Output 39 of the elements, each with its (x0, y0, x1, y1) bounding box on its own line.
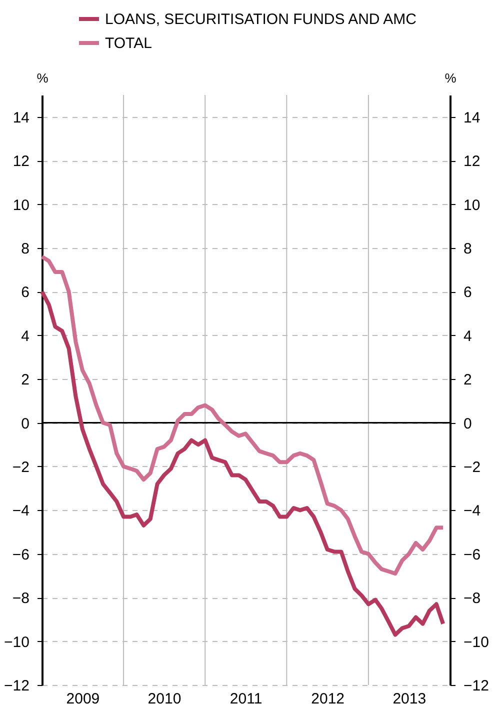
y-tick-label: 8 (21, 240, 30, 258)
y-tick-label: 0 (21, 415, 30, 432)
x-tick-label: 2010 (148, 690, 182, 708)
y-tick-label: 10 (12, 196, 30, 214)
line-series (40, 254, 446, 576)
y2-tick-label: 10 (464, 196, 480, 214)
x-tick-label: 2012 (311, 690, 345, 708)
y2-tick-label: 12 (464, 153, 480, 170)
y-tick-label: 6 (21, 284, 30, 302)
y2-tick-label: −4 (464, 502, 481, 520)
y-tick-label: −12 (4, 678, 30, 694)
y2-tick-label: 8 (464, 240, 472, 258)
y-tick-label: 4 (21, 328, 30, 345)
y2-tick-label: −12 (464, 678, 489, 694)
y-tick-label: 14 (12, 109, 30, 126)
y2-axis-title: % (444, 70, 457, 86)
y2-tick-label: 6 (464, 284, 472, 302)
y2-tick-label: 4 (464, 328, 472, 345)
legend-label: LOANS, SECURITISATION FUNDS AND AMC (105, 11, 417, 28)
y-tick-label: −4 (12, 502, 30, 520)
y2-tick-label: −10 (464, 634, 489, 651)
y2-tick-label: −2 (464, 458, 481, 476)
y2-tick-label: 2 (464, 372, 472, 389)
x-tick-label: 2011 (230, 690, 262, 708)
y2-tick-label: −8 (464, 590, 481, 608)
y-tick-label: −2 (12, 458, 30, 476)
line-series (40, 290, 446, 637)
y-tick-label: −6 (12, 546, 30, 564)
y-tick-label: −8 (12, 590, 30, 608)
y-tick-label: −10 (4, 634, 30, 651)
y-axis-title: % (36, 70, 49, 86)
legend-label: TOTAL (105, 35, 152, 52)
y-tick-label: 12 (12, 153, 30, 170)
y-tick-label: 2 (21, 372, 30, 389)
y2-tick-label: −6 (464, 546, 481, 564)
x-tick-label: 2009 (66, 690, 100, 708)
y2-tick-label: 0 (464, 415, 472, 432)
x-tick-label: 2013 (392, 690, 426, 708)
y2-tick-label: 14 (464, 109, 480, 126)
